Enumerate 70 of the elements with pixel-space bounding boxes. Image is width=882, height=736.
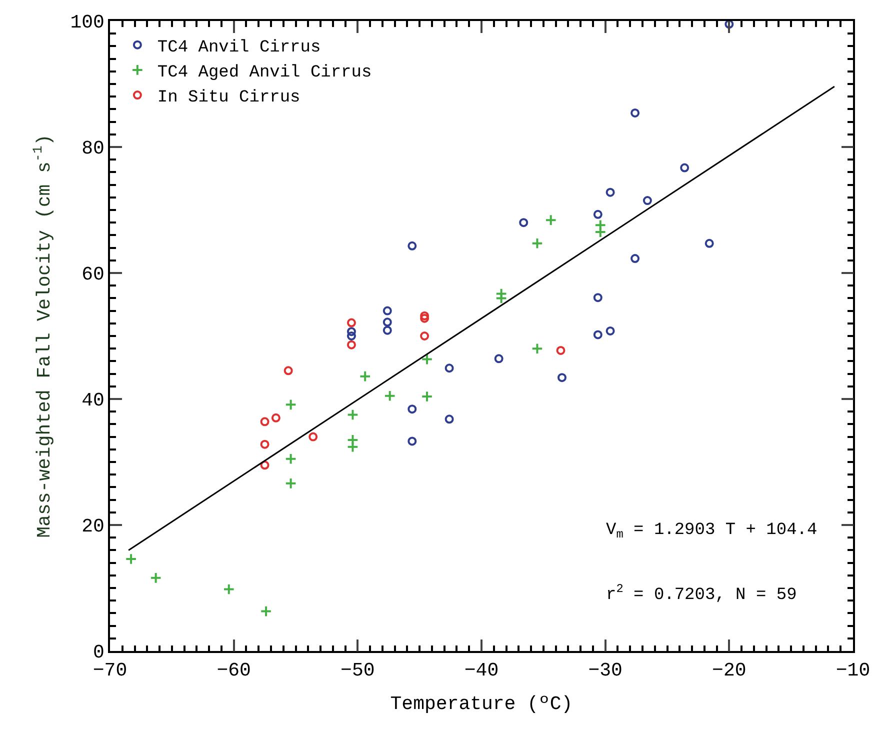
point	[630, 254, 640, 264]
point	[284, 452, 297, 465]
point	[382, 326, 392, 335]
point	[260, 417, 270, 426]
point	[284, 478, 297, 490]
x-tick-label: −50	[340, 660, 375, 682]
x-tick-label: −60	[216, 660, 251, 682]
x-tick-label: −40	[464, 660, 499, 682]
point	[444, 364, 454, 373]
point	[346, 318, 356, 328]
point	[382, 306, 392, 316]
point	[593, 210, 602, 219]
point	[421, 390, 433, 402]
point	[346, 440, 359, 453]
point	[606, 326, 615, 336]
point	[308, 432, 318, 442]
point	[408, 404, 417, 414]
point	[519, 218, 528, 228]
point	[125, 553, 137, 565]
point	[421, 353, 433, 366]
point	[384, 390, 396, 402]
x-axis-title: Temperature (ºC)	[390, 692, 573, 715]
point	[271, 413, 280, 422]
point	[606, 188, 615, 197]
point	[531, 342, 544, 354]
x-tick-label: −20	[712, 660, 746, 682]
x-tick-label: −30	[588, 660, 622, 682]
point	[544, 214, 557, 226]
point	[724, 21, 734, 29]
point	[680, 163, 690, 172]
point	[444, 414, 454, 424]
point	[260, 460, 270, 470]
point	[420, 332, 430, 340]
point	[346, 340, 356, 350]
point	[346, 408, 359, 421]
legend-label: TC4 Aged Anvil Cirrus	[157, 64, 372, 83]
point	[420, 311, 430, 320]
y-tick-label: 40	[82, 390, 104, 412]
point	[260, 440, 270, 449]
point	[408, 436, 417, 446]
point	[630, 108, 640, 118]
point	[557, 373, 566, 382]
point	[556, 346, 566, 355]
point	[408, 241, 417, 250]
point	[284, 398, 297, 411]
y-tick-label: 100	[70, 12, 104, 34]
point	[531, 237, 544, 250]
point	[494, 354, 504, 364]
point	[593, 330, 602, 340]
point	[594, 226, 606, 238]
point	[382, 318, 392, 327]
y-tick-label: 20	[82, 516, 104, 538]
point	[704, 238, 714, 248]
y-tick-label: 80	[82, 138, 104, 160]
point	[420, 314, 430, 323]
point	[346, 327, 356, 336]
point	[284, 366, 293, 376]
point	[260, 605, 272, 618]
annotation: r$^{2}$ = 0.7203, N = 59	[606, 582, 797, 606]
y-tick-label: 60	[82, 264, 104, 286]
point	[642, 196, 652, 206]
legend-label: In Situ Cirrus	[157, 88, 300, 108]
x-tick-label: −10	[836, 660, 870, 682]
legend-label: TC4 Anvil Cirrus	[157, 38, 321, 58]
point	[359, 370, 371, 382]
point	[346, 332, 356, 340]
point	[593, 293, 602, 302]
point	[222, 583, 235, 596]
point	[150, 572, 162, 584]
annotation: V$_{m}$ = 1.2903 T + 104.4	[606, 521, 818, 542]
